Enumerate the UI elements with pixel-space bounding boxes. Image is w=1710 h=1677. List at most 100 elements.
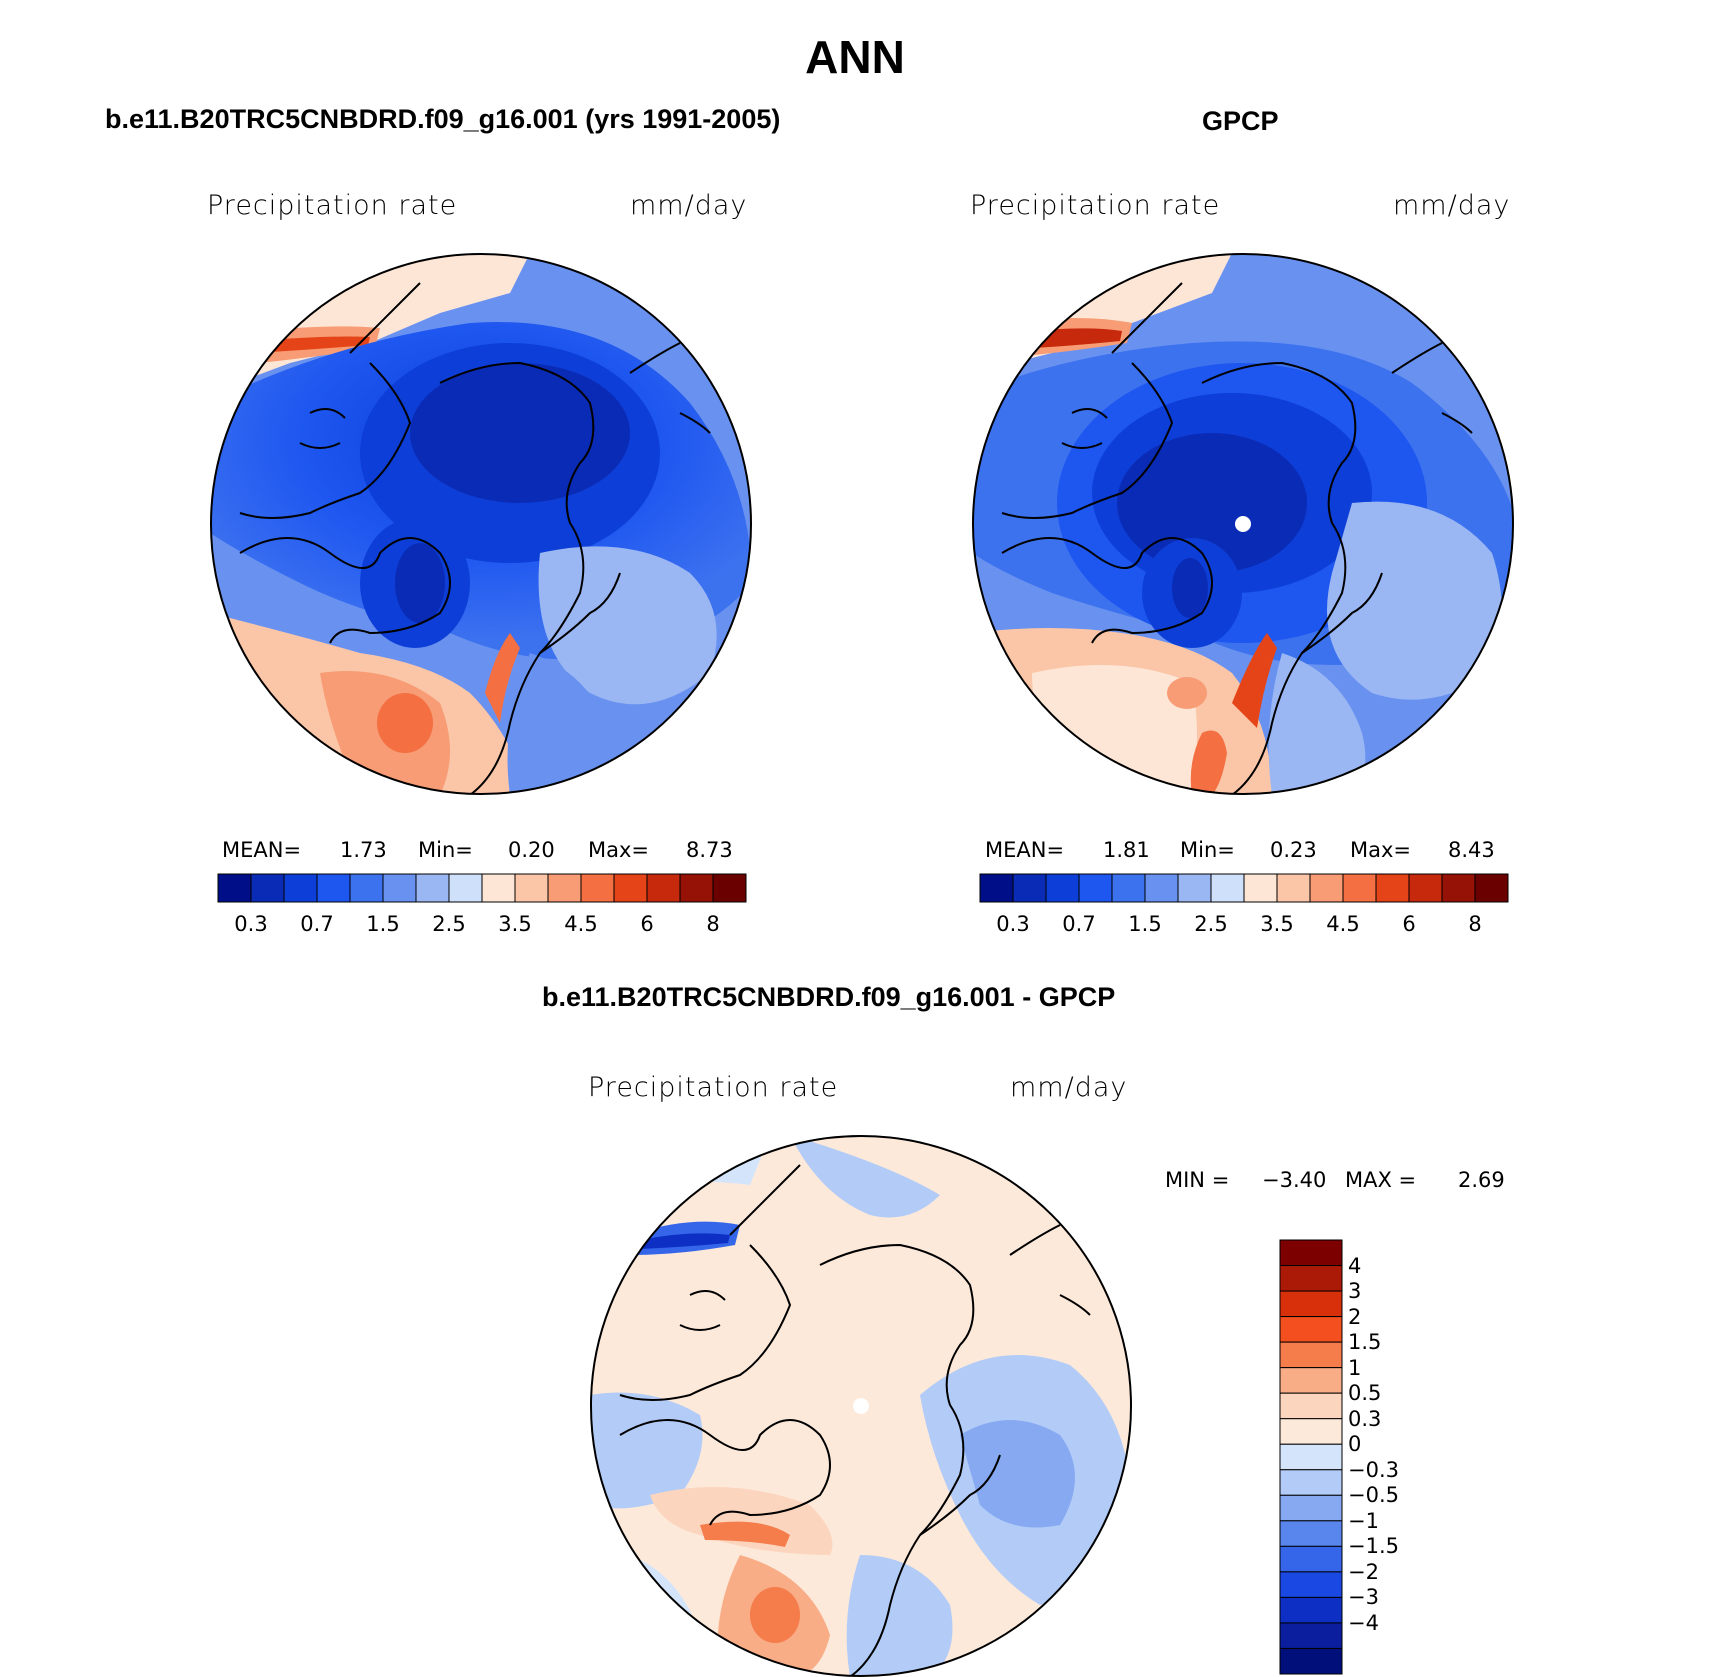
pole-hole	[1235, 516, 1251, 532]
coastlines	[239, 282, 711, 794]
stat-mean-label-obs: MEAN=	[985, 838, 1065, 862]
colorbar-swatch	[712, 873, 747, 903]
colorbar-swatch	[1111, 873, 1146, 903]
colorbar-ticks-model: 0.3 0.7 1.5 2.5 3.5 4.5 6 8	[218, 912, 746, 938]
colorbar-tick-label: −4	[1348, 1610, 1379, 1635]
colorbar-tick-label: 2	[1348, 1304, 1362, 1329]
polar-map-diff	[590, 1135, 1132, 1677]
colorbar-swatch	[1012, 873, 1047, 903]
colorbar-swatch	[1375, 873, 1410, 903]
colorbar-tick-label: 6	[1402, 912, 1416, 936]
stat-min-value-diff: −3.40	[1262, 1168, 1327, 1192]
colorbar-model	[217, 873, 747, 903]
colorbar-swatch	[1279, 1239, 1343, 1267]
stat-min-label-obs: Min=	[1180, 838, 1235, 862]
stat-max-value-model: 8.73	[686, 838, 733, 862]
siberia-light	[1327, 501, 1502, 700]
variable-label-diff: Precipitation rate	[588, 1072, 839, 1103]
variable-label-obs: Precipitation rate	[970, 190, 1221, 221]
colorbar-swatch	[1309, 873, 1344, 903]
colorbar-ticks-obs: 0.3 0.7 1.5 2.5 3.5 4.5 6 8	[980, 912, 1508, 938]
colorbar-swatch	[679, 873, 714, 903]
stat-min-label-diff: MIN =	[1165, 1168, 1230, 1192]
greenland-min	[1172, 558, 1208, 618]
colorbar-swatch	[1474, 873, 1509, 903]
colorbar-swatch	[1279, 1520, 1343, 1547]
colorbar-tick-label: 4	[1348, 1253, 1362, 1278]
colorbar-tick-label: 8	[1468, 912, 1482, 936]
norway-coast-max	[485, 633, 520, 723]
colorbar-swatch	[1279, 1647, 1343, 1675]
variable-label-model: Precipitation rate	[207, 190, 458, 221]
units-label-obs: mm/day	[1393, 190, 1511, 221]
colorbar-swatch	[979, 873, 1014, 903]
colorbar-swatch	[382, 873, 417, 903]
colorbar-tick-label: 3	[1348, 1279, 1362, 1304]
colorbar-swatch	[1279, 1571, 1343, 1598]
stat-max-value-obs: 8.43	[1448, 838, 1495, 862]
polar-map-obs	[972, 253, 1514, 795]
colorbar-swatch	[1243, 873, 1278, 903]
iceland-max	[1167, 677, 1207, 709]
norway-coast-max	[1232, 633, 1277, 728]
scandinavia-blue	[507, 653, 614, 794]
colorbar-tick-label: 0.3	[234, 912, 268, 936]
colorbar-swatch	[283, 873, 318, 903]
colorbar-swatch	[1279, 1622, 1343, 1649]
colorbar-tick-label: 0.5	[1348, 1381, 1382, 1406]
colorbar-tick-label: 1	[1348, 1355, 1362, 1380]
colorbar-tick-label: 6	[640, 912, 654, 936]
colorbar-diff	[1279, 1239, 1343, 1675]
colorbar-tick-label: 4.5	[1326, 912, 1360, 936]
panel-title-diff: b.e11.B20TRC5CNBDRD.f09_g16.001 - GPCP	[542, 982, 1116, 1012]
colorbar-swatch	[1177, 873, 1212, 903]
panel-title-obs: GPCP	[1202, 106, 1279, 136]
colorbar-swatch	[1279, 1596, 1343, 1624]
colorbar-swatch	[1279, 1290, 1343, 1318]
colorbar-swatch	[1279, 1392, 1343, 1420]
colorbar-swatch	[514, 873, 549, 903]
colorbar-swatch	[1342, 873, 1377, 903]
colorbar-swatch	[1279, 1545, 1343, 1573]
colorbar-swatch	[1279, 1316, 1343, 1343]
diff-blue-europe	[846, 1555, 953, 1676]
colorbar-tick-label: 0.7	[300, 912, 334, 936]
colorbar-tick-label: −1	[1348, 1508, 1379, 1533]
stat-min-value-model: 0.20	[508, 838, 555, 862]
figure-title: ANN	[805, 31, 905, 83]
colorbar-swatch	[1279, 1367, 1343, 1394]
siberia-light	[538, 546, 717, 705]
colorbar-tick-label: −0.5	[1348, 1483, 1399, 1508]
colorbar-tick-label: −1.5	[1348, 1534, 1399, 1559]
colorbar-swatch	[1210, 873, 1245, 903]
colorbar-swatch	[1279, 1443, 1343, 1471]
colorbar-swatch	[1279, 1494, 1343, 1522]
colorbar-swatch	[1045, 873, 1080, 903]
colorbar-swatch	[1441, 873, 1476, 903]
storm-track-deficit-core	[640, 1233, 730, 1249]
arctic-min-precip	[410, 363, 630, 503]
greenland-coast-excess	[700, 1521, 790, 1547]
diff-blue-siberia-core	[960, 1420, 1075, 1528]
colorbar-swatch	[217, 873, 252, 903]
colorbar-tick-label: 4.5	[564, 912, 598, 936]
units-label-diff: mm/day	[1010, 1072, 1128, 1103]
colorbar-tick-label: −3	[1348, 1585, 1379, 1610]
colorbar-swatch	[613, 873, 648, 903]
colorbar-tick-label: 0.7	[1062, 912, 1096, 936]
colorbar-ticks-diff: 4 3 2 1.5 1 0.5 0.3 0 −0.3 −0.5 −1 −1.5 −2 −3 −4	[1348, 1240, 1428, 1674]
stat-mean-label-model: MEAN=	[222, 838, 302, 862]
colorbar-tick-label: −2	[1348, 1559, 1379, 1584]
pole-hole	[853, 1398, 869, 1414]
colorbar-tick-label: 2.5	[432, 912, 466, 936]
diff-blue-pacific	[790, 1136, 940, 1218]
stat-max-value-diff: 2.69	[1458, 1168, 1505, 1192]
colorbar-tick-label: −0.3	[1348, 1457, 1399, 1482]
colorbar-tick-label: 0.3	[1348, 1406, 1382, 1431]
map-boundary	[210, 253, 752, 795]
colorbar-tick-label: 2.5	[1194, 912, 1228, 936]
stat-mean-value-model: 1.73	[340, 838, 387, 862]
scandinavia-light	[1268, 653, 1366, 794]
greenland-min	[395, 543, 445, 623]
stat-max-label-model: Max=	[588, 838, 650, 862]
